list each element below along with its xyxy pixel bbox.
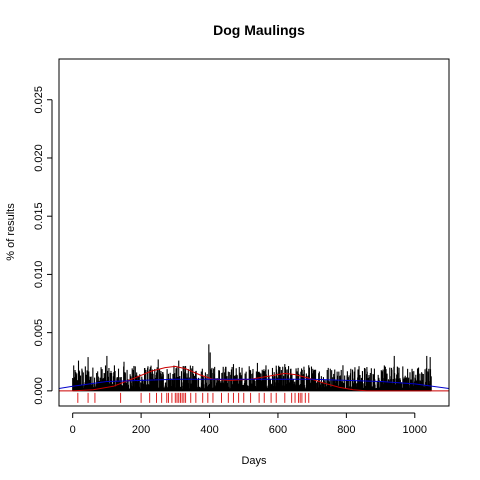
y-tick-label: 0.020 (33, 144, 45, 172)
x-tick-label: 1000 (403, 424, 427, 436)
density-line (59, 365, 449, 392)
rug-group (77, 392, 310, 403)
x-tick-label: 0 (70, 424, 76, 436)
plot-frame (58, 58, 450, 407)
bars-group (72, 344, 432, 391)
plot-marks (59, 344, 449, 403)
axes: 0 200 400 600 800 1000 0.000 0.005 0.010 0.015 0.0… (33, 86, 427, 436)
chart-title: Dog Maulings (213, 22, 305, 38)
x-tick-label: 600 (269, 424, 287, 436)
y-tick-label: 0.025 (33, 86, 45, 114)
x-tick-label: 400 (200, 424, 218, 436)
y-axis-label: % of results (5, 203, 17, 261)
x-tick-label: 800 (337, 424, 355, 436)
y-tick-label: 0.005 (33, 319, 45, 347)
x-tick-label: 200 (132, 424, 150, 436)
x-axis-label: Days (241, 455, 267, 467)
y-tick-label: 0.000 (33, 377, 45, 405)
y-tick-label: 0.015 (33, 202, 45, 230)
smooth-line (59, 378, 449, 389)
y-tick-label: 0.010 (33, 261, 45, 289)
